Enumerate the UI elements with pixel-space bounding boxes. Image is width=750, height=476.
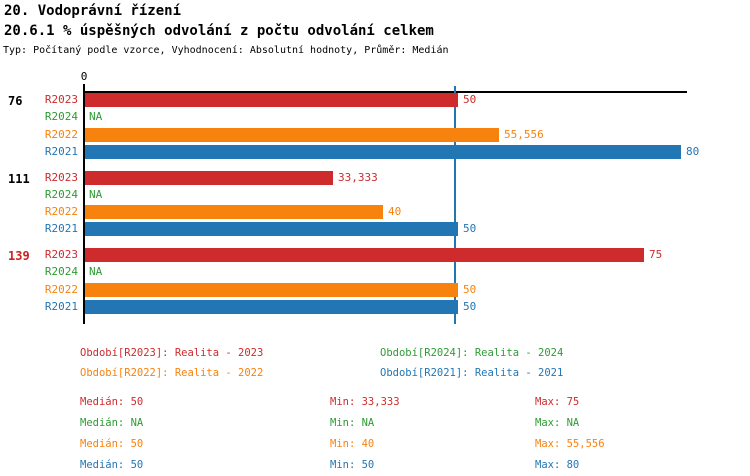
stat-max: Max: 55,556 [535, 438, 605, 450]
bar [85, 93, 458, 107]
bar [85, 171, 333, 185]
bar [85, 222, 458, 236]
bar [85, 300, 458, 314]
bar-value-label: 80 [686, 145, 700, 158]
stat-max: Max: 80 [535, 459, 580, 471]
stat-min: Min: NA [330, 417, 375, 429]
stat-median: Medián: NA [80, 417, 144, 429]
bar-value-label: 50 [463, 222, 477, 235]
group-label: 139 [8, 249, 30, 263]
series-tick-label: R2024 [44, 110, 78, 123]
bar-value-label: 40 [388, 205, 402, 218]
bar-value-label: 55,556 [504, 128, 544, 141]
bar [85, 128, 499, 142]
y-axis-line [83, 84, 85, 324]
series-tick-label: R2021 [44, 222, 78, 235]
legend-item: Období[R2023]: Realita - 2023 [80, 347, 264, 359]
series-tick-label: R2022 [44, 205, 78, 218]
bar-value-label: 33,333 [338, 171, 378, 184]
chart-title: 20.6.1 % úspěšných odvolání z počtu odvo… [4, 23, 434, 39]
na-value-label: NA [89, 188, 103, 201]
series-tick-label: R2021 [44, 145, 78, 158]
group-label: 76 [8, 94, 23, 108]
bar [85, 283, 458, 297]
series-tick-label: R2022 [44, 283, 78, 296]
bar [85, 205, 383, 219]
series-tick-label: R2023 [44, 248, 78, 261]
legend-item: Období[R2024]: Realita - 2024 [380, 347, 564, 359]
series-tick-label: R2023 [44, 171, 78, 184]
stat-median: Medián: 50 [80, 438, 144, 450]
legend-item: Období[R2022]: Realita - 2022 [80, 367, 264, 379]
x-axis-line [84, 91, 687, 93]
series-tick-label: R2023 [44, 93, 78, 106]
group-label: 111 [8, 172, 30, 186]
stat-max: Max: 75 [535, 396, 580, 408]
stat-min: Min: 33,333 [330, 396, 400, 408]
series-tick-label: R2024 [44, 188, 78, 201]
stat-max: Max: NA [535, 417, 580, 429]
median-reference-line [454, 86, 456, 324]
bar-value-label: 50 [463, 300, 477, 313]
stat-min: Min: 50 [330, 459, 375, 471]
stat-min: Min: 40 [330, 438, 375, 450]
legend-item: Období[R2021]: Realita - 2021 [380, 367, 564, 379]
chart-subtitle: Typ: Počítaný podle vzorce, Vyhodnocení:… [3, 45, 449, 56]
bar-value-label: 50 [463, 93, 477, 106]
series-tick-label: R2024 [44, 265, 78, 278]
bar [85, 248, 644, 262]
x-axis-zero-tick-label: 0 [80, 70, 88, 83]
bar-value-label: 75 [649, 248, 663, 261]
stat-median: Medián: 50 [80, 459, 144, 471]
series-tick-label: R2021 [44, 300, 78, 313]
page-title: 20. Vodoprávní řízení [4, 3, 182, 19]
na-value-label: NA [89, 265, 103, 278]
series-tick-label: R2022 [44, 128, 78, 141]
bar-value-label: 50 [463, 283, 477, 296]
stat-median: Medián: 50 [80, 396, 144, 408]
na-value-label: NA [89, 110, 103, 123]
bar [85, 145, 681, 159]
